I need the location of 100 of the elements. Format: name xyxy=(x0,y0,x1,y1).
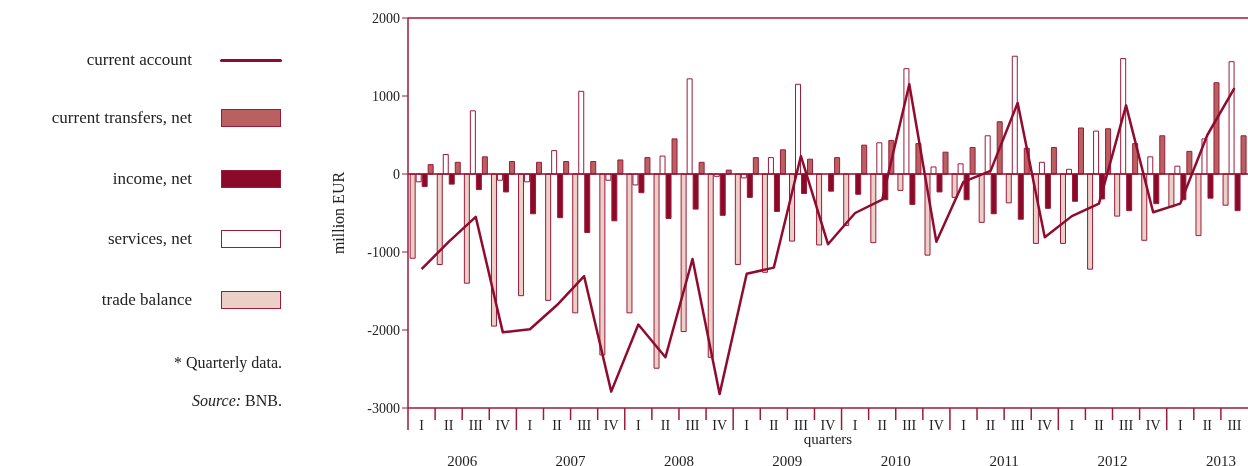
bar xyxy=(1168,173,1175,208)
text: 2012 xyxy=(1097,453,1128,466)
legend-label: current account xyxy=(86,50,192,70)
bar xyxy=(545,173,552,301)
bar xyxy=(442,154,449,175)
text: 2009 xyxy=(772,453,803,466)
bar xyxy=(572,173,579,314)
x-tick-label: I xyxy=(419,418,425,433)
x-tick-label: III xyxy=(793,418,809,433)
y-tick-label: 2000 xyxy=(372,10,400,26)
bar xyxy=(1050,146,1057,175)
x-tick-label: IV xyxy=(603,418,619,433)
y-tick-label: 1000 xyxy=(372,88,400,104)
bar xyxy=(752,157,759,175)
x-tick-label: I xyxy=(852,418,858,433)
x-tick-label: II xyxy=(660,418,671,433)
x-tick-label: IV xyxy=(495,418,511,433)
bar xyxy=(671,138,678,175)
bar xyxy=(870,173,877,244)
bar xyxy=(834,157,841,175)
x-tick-label: IV xyxy=(929,418,944,433)
x-tick-label: II xyxy=(769,418,779,433)
bar xyxy=(644,157,651,175)
x-tick-label: II xyxy=(985,418,996,433)
x-tick-label: III xyxy=(902,418,917,433)
bar xyxy=(957,163,964,175)
bar xyxy=(978,173,985,223)
bar xyxy=(1093,130,1100,175)
bar xyxy=(767,157,774,175)
text: 2010 xyxy=(880,453,911,466)
x-tick-label: IV xyxy=(1037,418,1053,433)
y-axis-title: million EUR xyxy=(329,171,347,255)
x-tick-label: I xyxy=(1069,418,1075,433)
bar xyxy=(1120,58,1127,175)
y-tick-label: -1000 xyxy=(367,244,400,260)
bar xyxy=(1228,61,1235,175)
bar xyxy=(1059,173,1066,244)
bar xyxy=(779,149,786,175)
x-tick-label: II xyxy=(877,418,888,433)
bar xyxy=(1147,156,1154,175)
bar xyxy=(1077,127,1084,175)
bar xyxy=(578,90,585,175)
bar xyxy=(463,173,470,284)
bar xyxy=(1011,55,1018,175)
x-tick-label: III xyxy=(1010,418,1025,433)
bar xyxy=(843,173,850,226)
bar xyxy=(481,156,488,175)
bar xyxy=(508,161,515,175)
x-tick-label: IV xyxy=(712,418,727,433)
x-tick-label: I xyxy=(635,418,641,433)
bar xyxy=(951,173,958,198)
y-tick-label: 0 xyxy=(393,166,400,182)
x-tick-label: II xyxy=(1202,418,1213,433)
source-note: Source: BNB. xyxy=(191,392,282,409)
legend-label: income, net xyxy=(112,169,192,189)
bar xyxy=(897,173,904,191)
bar xyxy=(1087,173,1094,270)
x-tick-label: I xyxy=(744,418,750,433)
text: 2006 xyxy=(447,453,478,466)
bar xyxy=(436,173,443,265)
x-tick-label: III xyxy=(1119,418,1134,433)
x-tick-label: I xyxy=(1177,418,1183,433)
bar xyxy=(1195,173,1202,237)
text: 2007 xyxy=(555,453,587,466)
bar xyxy=(1240,135,1247,175)
x-axis-title: quarters xyxy=(803,431,853,447)
x-tick-label: III xyxy=(577,418,592,433)
x-tick-label: IV xyxy=(820,418,836,433)
bar xyxy=(551,150,558,175)
bar xyxy=(1186,150,1193,175)
x-tick-label: I xyxy=(527,418,533,433)
x-tick-label: III xyxy=(685,418,700,433)
legend-label: services, net xyxy=(107,229,192,249)
x-tick-label: III xyxy=(468,418,484,433)
bar xyxy=(617,159,624,175)
x-tick-label: III xyxy=(1227,418,1242,433)
bar xyxy=(984,135,991,175)
x-tick-label: I xyxy=(961,418,967,433)
bar xyxy=(590,161,597,175)
text: * Quarterly data. xyxy=(174,354,282,371)
legend-label: trade balance xyxy=(101,290,192,310)
bar xyxy=(653,173,660,369)
bar xyxy=(942,151,949,175)
bar xyxy=(680,173,687,333)
x-tick-label: II xyxy=(552,418,563,433)
bar xyxy=(795,83,802,175)
bar xyxy=(563,161,570,175)
x-tick-label: IV xyxy=(1145,418,1161,433)
text: 2013 xyxy=(1205,453,1236,466)
bar xyxy=(1114,173,1121,217)
text: 2011 xyxy=(989,453,1019,466)
bar xyxy=(761,173,768,273)
text: 2008 xyxy=(663,453,694,466)
bar xyxy=(469,110,476,175)
y-tick-label: -2000 xyxy=(367,322,400,338)
bar xyxy=(1159,135,1166,175)
legend-label: current transfers, net xyxy=(51,108,192,128)
bar xyxy=(686,78,693,175)
bar xyxy=(969,146,976,175)
x-tick-label: II xyxy=(443,418,454,433)
